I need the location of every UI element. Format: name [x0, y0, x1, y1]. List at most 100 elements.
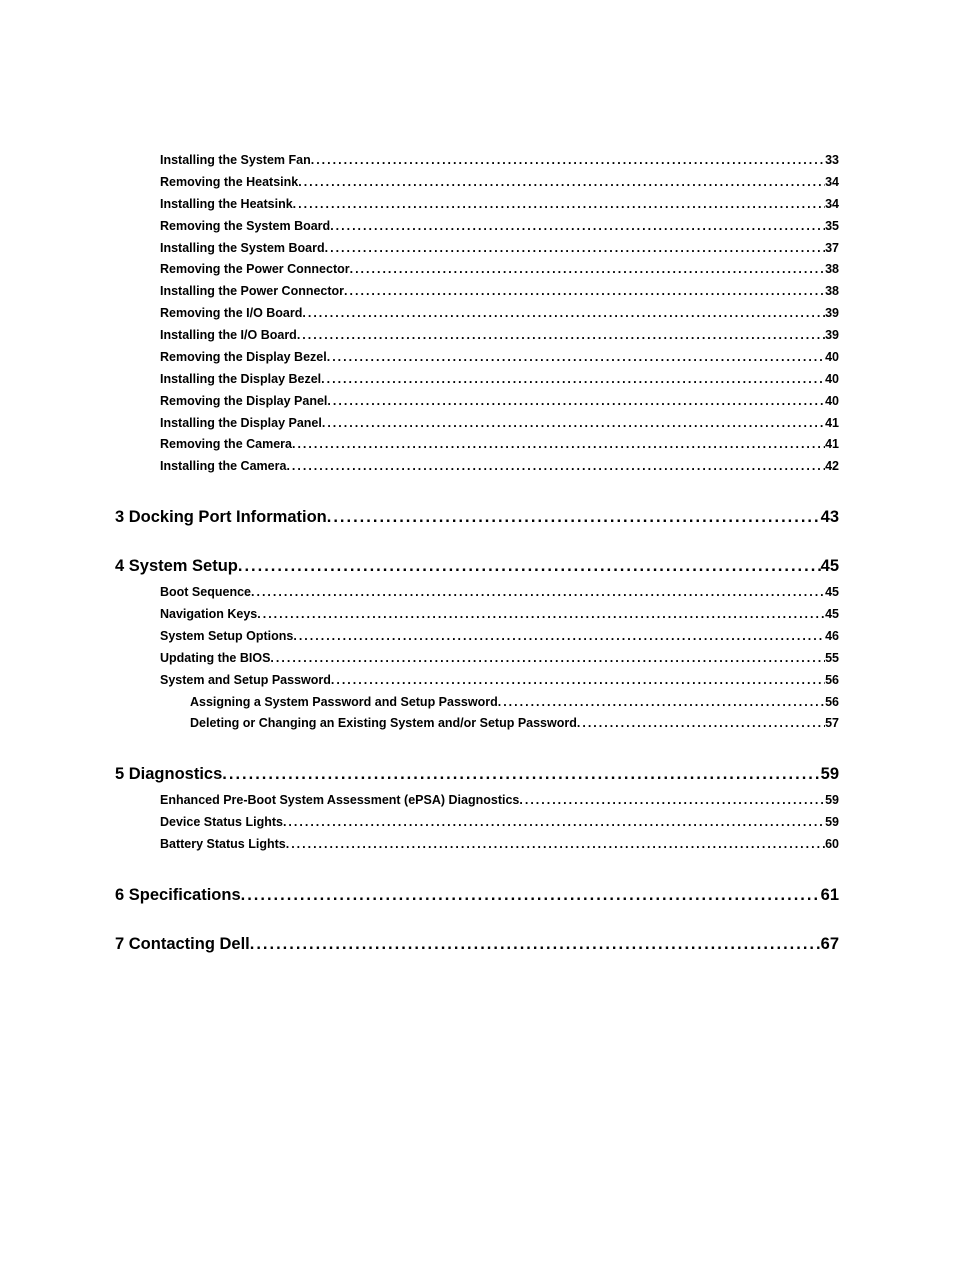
- toc-entry-page: 40: [825, 391, 839, 413]
- toc-entry-page: 34: [825, 172, 839, 194]
- toc-dot-leader: [302, 303, 825, 325]
- toc-entry-label: 6 Specifications: [115, 886, 241, 905]
- toc-dot-leader: [327, 508, 821, 527]
- toc-entry: Installing the Heatsink 34: [115, 194, 839, 216]
- toc-entry-page: 45: [821, 557, 839, 576]
- toc-entry-label: Installing the Display Panel: [160, 413, 322, 435]
- toc-entry-page: 37: [825, 238, 839, 260]
- toc-entry-label: 5 Diagnostics: [115, 765, 222, 784]
- toc-entry-label: Battery Status Lights: [160, 834, 286, 856]
- toc-entry-label: Device Status Lights: [160, 812, 283, 834]
- toc-dot-leader: [238, 557, 821, 576]
- toc-entry: Removing the Display Bezel40: [115, 347, 839, 369]
- toc-dot-leader: [327, 347, 825, 369]
- toc-entry: Installing the Power Connector 38: [115, 281, 839, 303]
- toc-entry: Navigation Keys45: [115, 604, 839, 626]
- toc-entry-label: Removing the Display Panel: [160, 391, 327, 413]
- toc-dot-leader: [270, 648, 825, 670]
- toc-entry: Enhanced Pre-Boot System Assessment (ePS…: [115, 790, 839, 812]
- toc-entry-label: Removing the Power Connector: [160, 259, 350, 281]
- toc-dot-leader: [286, 834, 825, 856]
- toc-dot-leader: [331, 670, 825, 692]
- toc-entry-label: Installing the Heatsink: [160, 194, 293, 216]
- toc-entry: Removing the Display Panel 40: [115, 391, 839, 413]
- toc-entry: 7 Contacting Dell67: [115, 935, 839, 954]
- toc-entry-page: 38: [825, 281, 839, 303]
- toc-entry-label: System and Setup Password: [160, 670, 331, 692]
- toc-entry: Installing the I/O Board 39: [115, 325, 839, 347]
- toc-entry-label: Installing the Power Connector: [160, 281, 344, 303]
- toc-dot-leader: [250, 935, 821, 954]
- toc-entry-page: 41: [825, 434, 839, 456]
- toc-entry: Removing the Heatsink 34: [115, 172, 839, 194]
- toc-entry-page: 45: [825, 582, 839, 604]
- toc-entry: 6 Specifications61: [115, 886, 839, 905]
- toc-dot-leader: [293, 194, 825, 216]
- toc-entry-label: 3 Docking Port Information: [115, 508, 327, 527]
- toc-entry-page: 46: [825, 626, 839, 648]
- toc-entry-label: Installing the System Fan: [160, 150, 311, 172]
- toc-dot-leader: [251, 582, 825, 604]
- toc-entry-label: 4 System Setup: [115, 557, 238, 576]
- toc-entry: Deleting or Changing an Existing System …: [115, 713, 839, 735]
- toc-dot-leader: [325, 238, 825, 260]
- toc-dot-leader: [519, 790, 825, 812]
- toc-entry: Battery Status Lights 60: [115, 834, 839, 856]
- toc-dot-leader: [322, 413, 825, 435]
- toc-entry-page: 59: [825, 790, 839, 812]
- toc-entry-label: Removing the I/O Board: [160, 303, 302, 325]
- toc-entry: Removing the System Board35: [115, 216, 839, 238]
- toc-dot-leader: [286, 456, 825, 478]
- toc-entry-label: Removing the System Board: [160, 216, 330, 238]
- toc-entry: Installing the System Fan 33: [115, 150, 839, 172]
- toc-entry-page: 56: [825, 670, 839, 692]
- toc-entry-label: Boot Sequence: [160, 582, 251, 604]
- toc-entry: 5 Diagnostics 59: [115, 765, 839, 784]
- toc-entry: Boot Sequence 45: [115, 582, 839, 604]
- toc-entry: Removing the Power Connector 38: [115, 259, 839, 281]
- table-of-contents: Installing the System Fan33Removing the …: [115, 150, 839, 954]
- toc-entry-page: 59: [825, 812, 839, 834]
- toc-entry-page: 60: [825, 834, 839, 856]
- toc-dot-leader: [321, 369, 825, 391]
- toc-entry-page: 57: [825, 713, 839, 735]
- toc-entry-label: Removing the Heatsink: [160, 172, 298, 194]
- toc-entry-label: Installing the I/O Board: [160, 325, 297, 347]
- toc-entry-page: 67: [821, 935, 839, 954]
- toc-entry-page: 34: [825, 194, 839, 216]
- toc-entry-label: Installing the System Board: [160, 238, 325, 260]
- toc-entry: Installing the System Board 37: [115, 238, 839, 260]
- toc-entry-page: 45: [825, 604, 839, 626]
- toc-entry-page: 41: [825, 413, 839, 435]
- toc-entry-page: 40: [825, 369, 839, 391]
- toc-entry: System and Setup Password 56: [115, 670, 839, 692]
- toc-entry: Installing the Camera 42: [115, 456, 839, 478]
- toc-entry-page: 38: [825, 259, 839, 281]
- toc-entry-label: Assigning a System Password and Setup Pa…: [190, 692, 498, 714]
- toc-entry-page: 59: [821, 765, 839, 784]
- toc-entry-label: Deleting or Changing an Existing System …: [190, 713, 577, 735]
- toc-entry: Updating the BIOS 55: [115, 648, 839, 670]
- toc-dot-leader: [297, 325, 825, 347]
- toc-entry-label: Updating the BIOS: [160, 648, 270, 670]
- toc-dot-leader: [498, 692, 825, 714]
- toc-dot-leader: [241, 886, 821, 905]
- toc-entry: Removing the Camera41: [115, 434, 839, 456]
- toc-entry-page: 33: [825, 150, 839, 172]
- toc-dot-leader: [577, 713, 825, 735]
- toc-entry-page: 42: [825, 456, 839, 478]
- toc-entry-page: 39: [825, 325, 839, 347]
- toc-entry: Installing the Display Panel 41: [115, 413, 839, 435]
- toc-entry-label: Enhanced Pre-Boot System Assessment (ePS…: [160, 790, 519, 812]
- toc-entry: 3 Docking Port Information 43: [115, 508, 839, 527]
- toc-dot-leader: [350, 259, 825, 281]
- toc-dot-leader: [293, 626, 825, 648]
- toc-dot-leader: [327, 391, 825, 413]
- toc-entry: Device Status Lights 59: [115, 812, 839, 834]
- toc-entry-label: Installing the Camera: [160, 456, 286, 478]
- toc-entry-label: Installing the Display Bezel: [160, 369, 321, 391]
- toc-entry-page: 40: [825, 347, 839, 369]
- toc-entry: Installing the Display Bezel 40: [115, 369, 839, 391]
- toc-dot-leader: [344, 281, 825, 303]
- toc-entry-page: 43: [821, 508, 839, 527]
